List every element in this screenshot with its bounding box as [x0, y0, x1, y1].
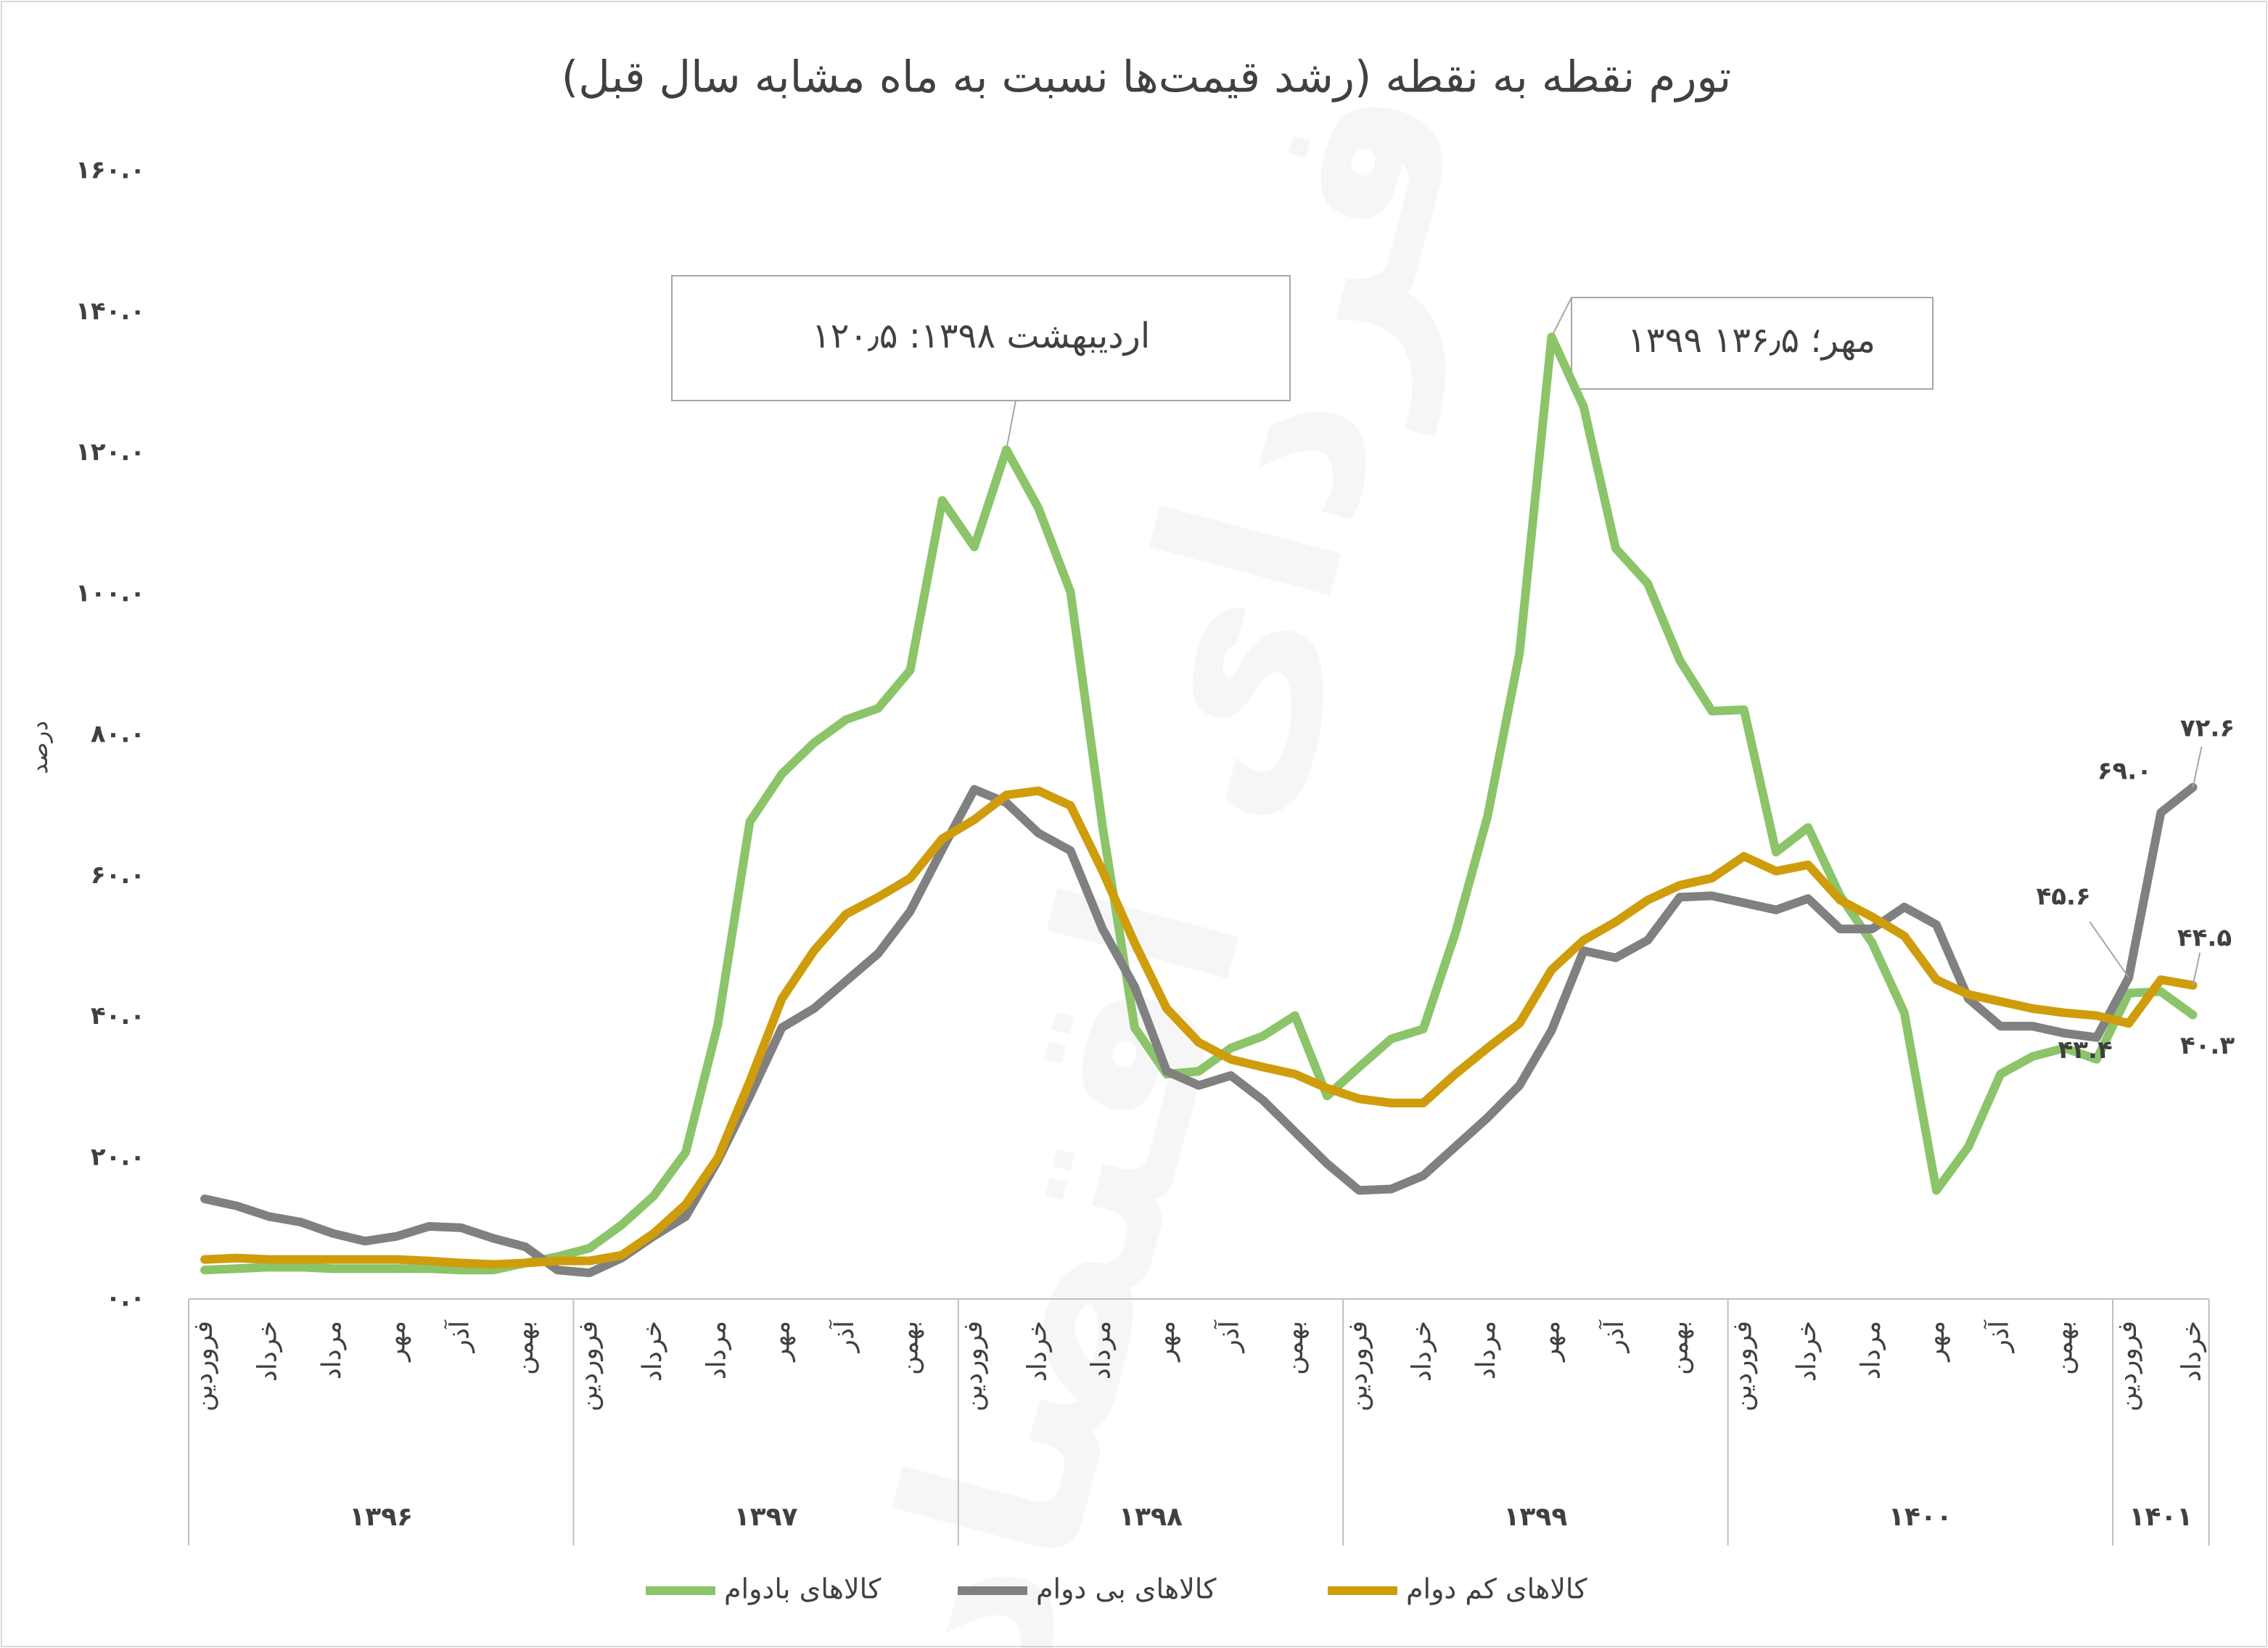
data-label-leader [2192, 746, 2203, 788]
annotation-leader [1550, 297, 1572, 337]
annotation: اردیبهشت ۱۳۹۸: ۱۲۰٫۵ [812, 316, 1150, 356]
y-tick-label: ۴۰.۰ [91, 1001, 145, 1030]
x-tick-label: آذر [1598, 1319, 1630, 1353]
y-tick-label: ۶۰.۰ [91, 861, 145, 890]
x-tick-label: بهمن [1664, 1321, 1693, 1375]
data-label: ۶۹.۰ [2098, 756, 2152, 785]
x-tick-label: خرداد [638, 1321, 667, 1382]
x-tick-label: فروردین [189, 1321, 218, 1411]
x-tick-label: خرداد [2177, 1321, 2207, 1382]
annotation-leader [1006, 400, 1016, 450]
y-tick-label: ۱۰۰.۰ [75, 578, 145, 607]
chart-title: تورم نقطه به نقطه (رشد قیمت‌ها نسبت به م… [562, 52, 1731, 103]
y-tick-label: ۰.۰ [106, 1284, 145, 1313]
year-label: ۱۳۹۸ [1119, 1502, 1183, 1532]
x-tick-label: بهمن [1279, 1321, 1309, 1375]
x-tick-label: مهر [1920, 1321, 1950, 1363]
y-axis-label: درصد [25, 721, 53, 774]
legend-label: کالاهای کم دوام [1406, 1573, 1588, 1606]
x-tick-label: فروردین [2113, 1321, 2142, 1411]
data-label: ۴۴.۵ [2177, 923, 2232, 952]
x-tick-label: مرداد [1471, 1321, 1501, 1380]
x-tick-label: فروردین [1343, 1321, 1373, 1411]
annotation-box [671, 275, 1291, 401]
y-tick-label: ۸۰.۰ [91, 720, 145, 749]
data-label-leader [2192, 952, 2201, 986]
x-tick-label: بهمن [895, 1321, 924, 1375]
x-tick-label: مهر [381, 1321, 411, 1363]
annotation-box [1571, 297, 1934, 390]
x-tick-label: آذر [1213, 1319, 1245, 1353]
y-tick-label: ۱۴۰.۰ [75, 297, 145, 326]
x-tick-label: آذر [443, 1319, 475, 1353]
year-label: ۱۳۹۶ [349, 1502, 413, 1532]
x-tick-label: خرداد [253, 1321, 283, 1382]
x-tick-label: خرداد [1408, 1321, 1437, 1382]
annotation: ۱۳۹۹ مهر؛ ۱۳۶٫۵ [1627, 320, 1875, 361]
x-tick-label: آذر [1982, 1319, 2014, 1353]
y-tick-label: ۱۲۰.۰ [75, 438, 145, 467]
y-tick-label: ۲۰.۰ [91, 1142, 145, 1171]
x-tick-label: مرداد [317, 1321, 347, 1380]
y-tick-label: ۱۶۰.۰ [75, 156, 145, 185]
legend-label: کالاهای بادوام [724, 1573, 882, 1606]
year-label: ۱۳۹۹ [1503, 1502, 1567, 1532]
x-tick-label: فروردین [574, 1321, 604, 1411]
legend-label: کالاهای بی دوام [1036, 1573, 1217, 1606]
x-tick-label: مرداد [1087, 1321, 1117, 1380]
x-tick-label: بهمن [2049, 1321, 2079, 1375]
x-tick-label: خرداد [1792, 1321, 1822, 1382]
x-tick-label: مهر [766, 1321, 796, 1363]
data-label: ۴۳.۴ [2058, 1036, 2113, 1065]
data-label: ۷۲.۶ [2180, 713, 2235, 742]
x-tick-label: خرداد [1022, 1321, 1052, 1382]
x-tick-label: آذر [828, 1319, 860, 1353]
x-tick-label: بهمن [509, 1321, 539, 1375]
x-tick-label: فروردین [958, 1321, 988, 1411]
series-line [200, 786, 2198, 1269]
year-label: ۱۴۰۱ [2129, 1502, 2193, 1532]
x-tick-label: مرداد [702, 1321, 731, 1380]
year-label: ۱۳۹۷ [734, 1502, 798, 1532]
series-line [200, 782, 2198, 1278]
x-tick-label: فروردین [1728, 1321, 1758, 1411]
year-label: ۱۴۰۰ [1889, 1502, 1952, 1532]
x-tick-label: مرداد [1857, 1321, 1886, 1380]
data-label-leader [2089, 921, 2129, 978]
x-tick-label: مهر [1536, 1321, 1566, 1363]
data-label: ۴۵.۶ [2037, 882, 2091, 911]
x-tick-label: مهر [1151, 1321, 1180, 1363]
data-label: ۴۰.۳ [2180, 1031, 2235, 1060]
